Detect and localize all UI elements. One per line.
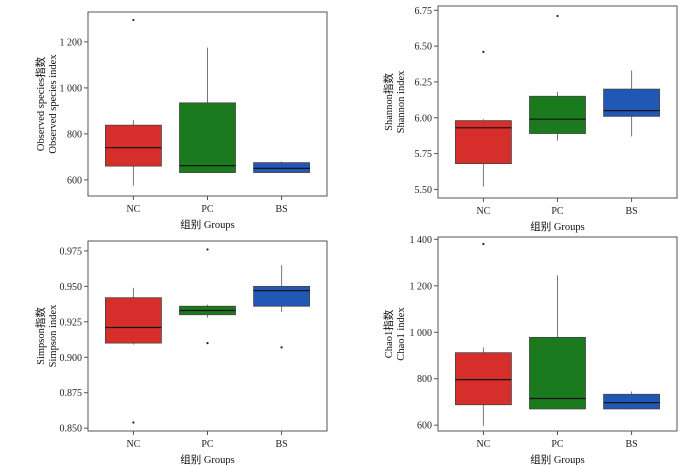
outlier-point — [206, 341, 209, 345]
x-axis-label: 组别 Groups — [180, 218, 235, 231]
y-tick-label: 1 400 — [410, 235, 433, 246]
y-axis-label: Shannon指数Shannon index — [382, 70, 407, 133]
box-pc — [529, 275, 586, 410]
x-tick-label: BS — [275, 439, 287, 450]
iqr-box — [603, 393, 660, 410]
box-bs — [253, 161, 310, 173]
box-bs — [253, 265, 310, 349]
y-tick-label: 1 000 — [410, 328, 433, 339]
box-nc — [455, 242, 512, 426]
y-tick-label: 0.900 — [60, 353, 83, 364]
iqr-box — [253, 285, 310, 307]
box-pc — [179, 47, 236, 173]
box-bs — [603, 70, 660, 137]
y-tick-label: 6.25 — [415, 77, 433, 88]
y-axis-label-line: Shannon index — [396, 70, 407, 133]
y-axis-label-line: Simpson指数 — [34, 307, 47, 365]
iqr-box — [455, 352, 512, 406]
box-nc — [105, 18, 162, 186]
panel-4: 600 800 1 000 1 200 1 400 NC PC BS 组别 Groups Chao… — [382, 235, 678, 465]
y-axis-label-line: Observed species指数 — [34, 56, 47, 151]
box-pc — [179, 248, 236, 345]
y-tick-label: 800 — [417, 374, 432, 385]
iqr-box — [105, 297, 162, 344]
panel-1: 600 800 1 000 1 200 NC PC BS 组别 Groups Observed … — [34, 11, 328, 231]
box-bs — [603, 391, 660, 410]
x-tick-label: BS — [275, 204, 287, 215]
x-tick-label: NC — [126, 204, 140, 215]
y-axis-label: Simpson指数Simpson index — [34, 304, 59, 367]
iqr-box — [105, 124, 162, 167]
iqr-box — [529, 336, 586, 410]
x-tick-label: NC — [476, 439, 490, 450]
box-pc — [529, 14, 586, 141]
y-tick-label: 1 000 — [60, 83, 83, 94]
y-tick-label: 0.850 — [60, 424, 83, 435]
outlier-point — [280, 346, 283, 349]
y-axis-label-line: Observed species index — [48, 54, 59, 154]
box-nc — [105, 287, 162, 424]
y-tick-label: 5.50 — [415, 185, 433, 196]
iqr-box — [179, 102, 236, 173]
outlier-point — [556, 14, 559, 18]
y-axis-label-line: Simpson index — [48, 304, 59, 367]
outlier-point — [132, 18, 135, 22]
x-axis-label: 组别 Groups — [530, 220, 585, 233]
panel-3: 0.850 0.875 0.900 0.925 0.950 0.975 NC PC BS 组别 G… — [34, 240, 328, 465]
y-axis-label-line: Shannon指数 — [382, 73, 395, 131]
iqr-box — [455, 120, 512, 165]
y-tick-label: 6.50 — [415, 42, 433, 53]
y-axis-label-line: Chao1指数 — [382, 309, 395, 358]
x-axis-label: 组别 Groups — [180, 453, 235, 465]
y-tick-label: 5.75 — [415, 149, 433, 160]
iqr-box — [253, 162, 310, 173]
y-axis-label-line: Chao1 index — [396, 307, 407, 361]
x-tick-label: PC — [551, 206, 564, 217]
y-tick-label: 800 — [67, 129, 82, 140]
x-tick-label: NC — [476, 206, 490, 217]
y-tick-label: 1 200 — [60, 37, 83, 48]
y-tick-label: 0.950 — [60, 282, 83, 293]
outlier-point — [206, 248, 209, 251]
y-tick-label: 0.975 — [60, 246, 83, 257]
x-tick-label: PC — [551, 439, 564, 450]
y-tick-label: 600 — [417, 421, 432, 432]
box-nc — [455, 50, 512, 187]
iqr-box — [603, 88, 660, 117]
y-axis-label: Chao1指数Chao1 index — [382, 307, 407, 361]
x-tick-label: BS — [625, 439, 637, 450]
y-tick-label: 6.00 — [415, 113, 433, 124]
outlier-point — [132, 421, 135, 424]
x-tick-label: NC — [126, 439, 140, 450]
y-tick-label: 600 — [67, 175, 82, 186]
y-tick-label: 0.925 — [60, 317, 83, 328]
x-axis-label: 组别 Groups — [530, 453, 585, 465]
x-tick-label: PC — [201, 204, 214, 215]
panel-2: 5.50 5.75 6.00 6.25 6.50 6.75 NC PC BS 组别 Groups S… — [382, 5, 678, 233]
y-tick-label: 1 200 — [410, 281, 433, 292]
outlier-point — [482, 50, 485, 53]
y-tick-label: 6.75 — [415, 6, 433, 17]
outlier-point — [482, 242, 485, 246]
y-axis-label: Observed species指数Observed species index — [34, 54, 59, 154]
x-tick-label: PC — [201, 439, 214, 450]
x-tick-label: BS — [625, 206, 637, 217]
iqr-box — [529, 95, 586, 134]
y-tick-label: 0.875 — [60, 388, 83, 399]
